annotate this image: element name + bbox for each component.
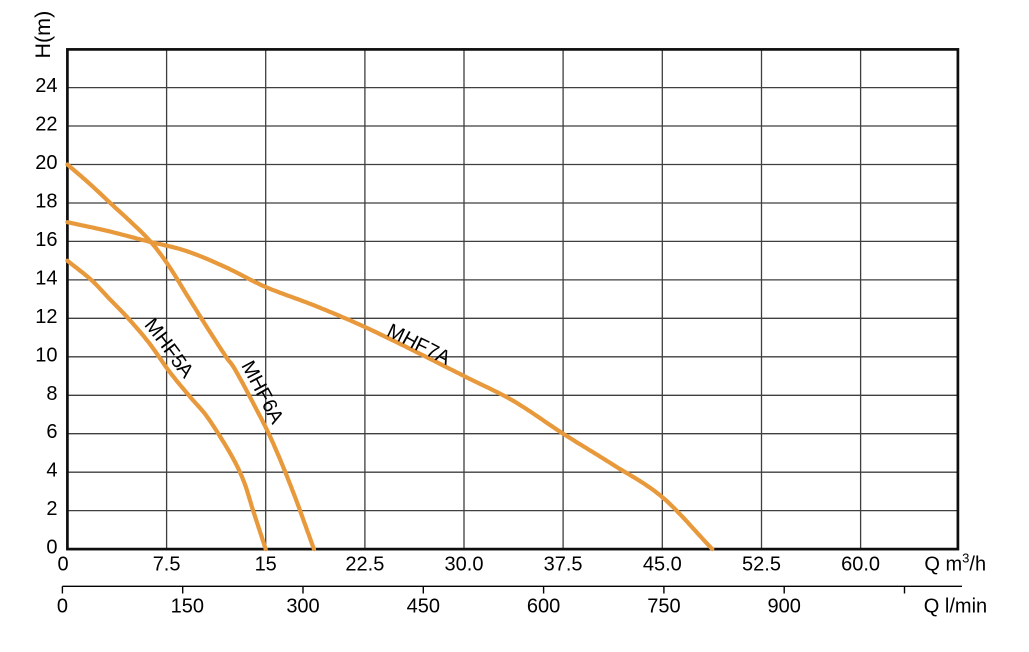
svg-text:4: 4 bbox=[46, 460, 57, 482]
svg-text:37.5: 37.5 bbox=[544, 554, 583, 576]
svg-text:22: 22 bbox=[35, 114, 57, 136]
svg-text:16: 16 bbox=[35, 229, 57, 251]
svg-text:52.5: 52.5 bbox=[742, 554, 781, 576]
svg-text:7.5: 7.5 bbox=[153, 554, 181, 576]
svg-text:15: 15 bbox=[255, 554, 277, 576]
svg-text:22.5: 22.5 bbox=[345, 554, 384, 576]
svg-text:45.0: 45.0 bbox=[643, 554, 682, 576]
svg-text:30.0: 30.0 bbox=[445, 554, 484, 576]
svg-text:60.0: 60.0 bbox=[841, 554, 880, 576]
svg-text:20: 20 bbox=[35, 152, 57, 174]
svg-text:10: 10 bbox=[35, 344, 57, 366]
svg-text:300: 300 bbox=[286, 596, 319, 618]
svg-text:2: 2 bbox=[46, 498, 57, 520]
svg-text:Q l/min: Q l/min bbox=[924, 596, 987, 618]
svg-text:600: 600 bbox=[527, 596, 560, 618]
svg-text:150: 150 bbox=[171, 596, 204, 618]
svg-text:12: 12 bbox=[35, 306, 57, 328]
svg-text:24: 24 bbox=[35, 75, 57, 97]
svg-text:14: 14 bbox=[35, 267, 57, 289]
svg-text:8: 8 bbox=[46, 383, 57, 405]
svg-text:450: 450 bbox=[407, 596, 440, 618]
svg-text:6: 6 bbox=[46, 421, 57, 443]
svg-text:0: 0 bbox=[46, 537, 57, 559]
svg-text:750: 750 bbox=[647, 596, 680, 618]
svg-text:900: 900 bbox=[768, 596, 801, 618]
svg-text:Q m3/h: Q m3/h bbox=[924, 551, 986, 576]
svg-text:0: 0 bbox=[57, 554, 68, 576]
svg-text:18: 18 bbox=[35, 191, 57, 213]
svg-text:0: 0 bbox=[57, 596, 68, 618]
svg-text:H(m): H(m) bbox=[31, 11, 55, 59]
